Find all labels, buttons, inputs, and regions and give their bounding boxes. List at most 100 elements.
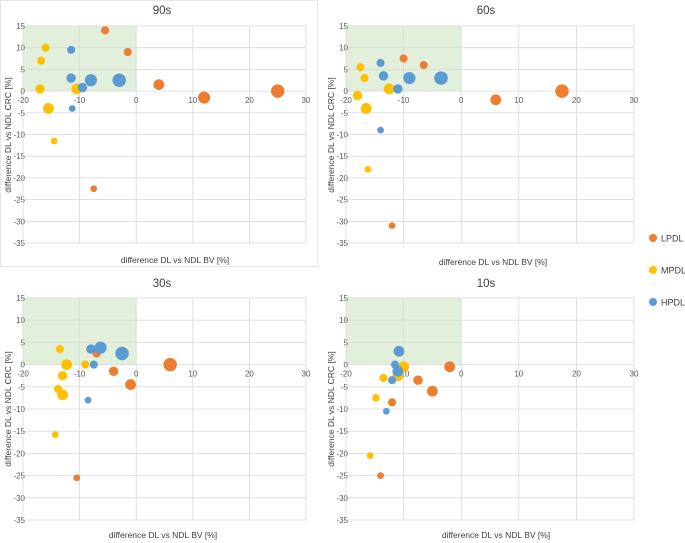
point-hpdl — [77, 82, 88, 93]
point-mpdl — [61, 359, 72, 370]
point-mpdl — [35, 84, 45, 94]
point-hpdl — [94, 341, 107, 354]
point-hpdl — [377, 126, 384, 134]
point-mpdl — [356, 63, 365, 72]
y-tick-label: -10 — [336, 405, 348, 414]
y-tick-label: -35 — [336, 516, 348, 525]
chart-90s: 151050-5-10-15-20-25-30-35-20-1001020309… — [3, 5, 311, 265]
legend-label: HPDL — [661, 298, 685, 308]
point-lpdl — [413, 375, 423, 385]
y-tick-label: 10 — [16, 44, 25, 53]
legend: LPDL MPDL HPDL — [649, 234, 685, 308]
point-lpdl — [198, 91, 211, 104]
x-tick-label: -20 — [340, 96, 352, 105]
legend-label: LPDL — [661, 234, 684, 244]
x-axis-label: difference DL vs NDL BV [%] — [439, 257, 547, 267]
legend-item-mpdl: MPDL — [649, 266, 685, 276]
y-axis-label: difference DL vs NDL CRC [%] — [326, 351, 336, 466]
y-axis-label: difference DL vs NDL CRC [%] — [3, 351, 13, 466]
x-tick-label: -20 — [17, 370, 29, 379]
y-tick-label: -30 — [336, 217, 348, 226]
point-hpdl — [393, 84, 403, 94]
point-lpdl — [123, 47, 132, 57]
y-tick-label: -15 — [13, 427, 25, 436]
x-tick-label: 30 — [630, 96, 639, 105]
point-hpdl — [68, 105, 76, 112]
point-mpdl — [41, 43, 50, 52]
point-hpdl — [89, 360, 98, 369]
point-lpdl — [270, 84, 285, 98]
point-mpdl — [352, 90, 363, 101]
x-tick-label: 10 — [188, 370, 197, 379]
point-hpdl — [388, 376, 397, 385]
point-mpdl — [57, 370, 68, 381]
point-hpdl — [84, 396, 92, 404]
x-axis-label: difference DL vs NDL BV [%] — [121, 255, 229, 265]
point-lpdl — [444, 361, 456, 373]
y-tick-label: 15 — [339, 22, 348, 31]
y-tick-label: -25 — [336, 196, 348, 205]
point-hpdl — [378, 71, 389, 81]
chart-60s: 151050-5-10-15-20-25-30-35-20-1001020306… — [326, 5, 639, 267]
y-tick-label: -5 — [18, 383, 26, 392]
y-tick-label: -25 — [336, 472, 348, 481]
x-tick-label: 0 — [134, 370, 139, 379]
x-axis-label: difference DL vs NDL BV [%] — [109, 530, 217, 540]
point-mpdl — [383, 83, 395, 95]
chart-title: 90s — [153, 5, 172, 17]
legend-item-hpdl: HPDL — [649, 298, 685, 308]
chart-title: 10s — [477, 278, 496, 290]
y-tick-label: -20 — [336, 449, 348, 458]
point-mpdl — [372, 394, 380, 402]
y-axis-label: difference DL vs NDL CRC [%] — [326, 77, 336, 192]
point-lpdl — [101, 26, 110, 35]
point-hpdl — [403, 72, 416, 85]
point-hpdl — [434, 71, 448, 85]
x-tick-label: 10 — [514, 96, 523, 105]
x-tick-label: 10 — [514, 370, 523, 379]
y-tick-label: 15 — [16, 294, 25, 303]
point-hpdl — [393, 345, 405, 357]
legend-marker — [649, 234, 657, 242]
x-tick-label: 20 — [572, 96, 581, 105]
point-lpdl — [163, 357, 177, 372]
y-tick-label: -5 — [18, 109, 26, 118]
point-mpdl — [360, 103, 372, 114]
y-tick-label: -10 — [13, 131, 25, 140]
y-tick-label: -15 — [336, 152, 348, 161]
x-axis-label: difference DL vs NDL BV [%] — [442, 530, 550, 540]
point-mpdl — [51, 431, 59, 439]
y-tick-label: -30 — [13, 217, 25, 226]
y-tick-label: -35 — [13, 239, 25, 248]
y-tick-label: -25 — [13, 472, 25, 481]
point-mpdl — [37, 56, 46, 65]
x-tick-label: -10 — [398, 96, 410, 105]
x-tick-label: 30 — [302, 96, 311, 105]
point-lpdl — [377, 472, 384, 479]
y-tick-label: -5 — [341, 383, 349, 392]
y-tick-label: 15 — [16, 22, 25, 31]
point-hpdl — [86, 344, 96, 354]
y-tick-label: 10 — [339, 44, 348, 53]
point-hpdl — [112, 73, 126, 87]
chart-title: 30s — [153, 278, 172, 290]
legend-label: MPDL — [661, 266, 685, 276]
x-tick-label: 10 — [188, 96, 197, 105]
point-mpdl — [43, 103, 54, 114]
point-lpdl — [388, 398, 397, 407]
y-axis-label: difference DL vs NDL CRC [%] — [3, 77, 13, 192]
point-lpdl — [153, 79, 165, 90]
x-tick-label: 20 — [245, 370, 254, 379]
legend-item-lpdl: LPDL — [649, 234, 684, 244]
chart-10s: 151050-5-10-15-20-25-30-35-20-1001020301… — [326, 278, 639, 540]
point-lpdl — [388, 222, 396, 230]
point-lpdl — [108, 366, 119, 376]
x-tick-label: -10 — [74, 96, 86, 105]
point-hpdl — [84, 74, 97, 87]
point-hpdl — [67, 45, 76, 54]
x-tick-label: -20 — [340, 370, 352, 379]
point-lpdl — [125, 379, 136, 390]
y-tick-label: -35 — [336, 239, 348, 248]
x-tick-label: 30 — [630, 370, 639, 379]
